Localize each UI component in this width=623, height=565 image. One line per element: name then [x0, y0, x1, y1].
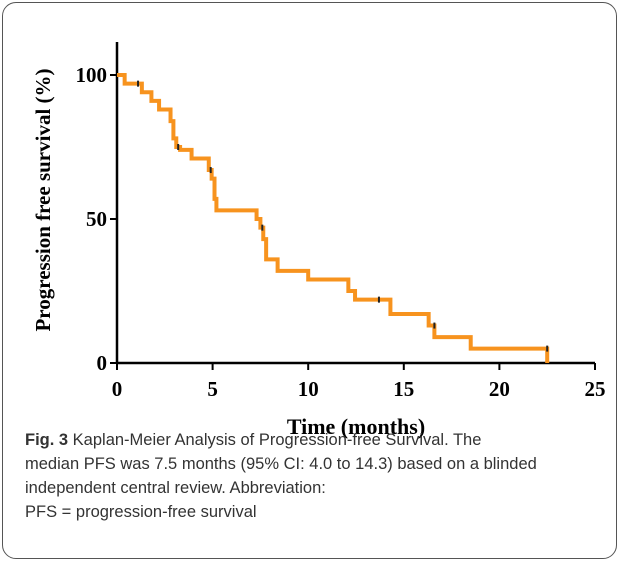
x-tick-label-1: 5: [207, 377, 218, 401]
x-tick-label-3: 15: [393, 377, 414, 401]
caption-line-4: PFS = progression-free survival: [25, 503, 257, 521]
y-tick-label-0: 0: [97, 351, 108, 375]
chart-axes: [110, 42, 596, 370]
x-tick-label-4: 20: [489, 377, 510, 401]
censor-marks: [137, 80, 549, 352]
figure-label: Fig. 3: [25, 431, 69, 449]
x-tick-label-2: 10: [298, 377, 319, 401]
survival-curve: [117, 73, 550, 363]
y-tick-labels: 0 50 100: [76, 63, 108, 375]
caption-text-1: Kaplan-Meier Analysis of Progression-fre…: [68, 431, 482, 449]
figure-caption: Fig. 3 Kaplan-Meier Analysis of Progress…: [25, 428, 623, 524]
x-tick-labels: 0 5 10 15 20 25: [112, 377, 606, 401]
x-axis-label: Time (months): [287, 414, 425, 439]
y-tick-label-1: 50: [86, 207, 107, 231]
caption-line-2: median PFS was 7.5 months (95% CI: 4.0 t…: [25, 455, 537, 473]
caption-line-1: Fig. 3 Kaplan-Meier Analysis of Progress…: [25, 428, 623, 452]
x-tick-label-5: 25: [585, 377, 606, 401]
caption-line-3: independent central review. Abbreviation…: [25, 479, 326, 497]
x-tick-label-0: 0: [112, 377, 123, 401]
km-chart: 0 5 10 15 20 25 0 50 100 Time (months) Progress…: [31, 42, 606, 439]
y-tick-label-2: 100: [76, 63, 108, 87]
y-axis-label: Progression free survival (%): [31, 68, 55, 331]
